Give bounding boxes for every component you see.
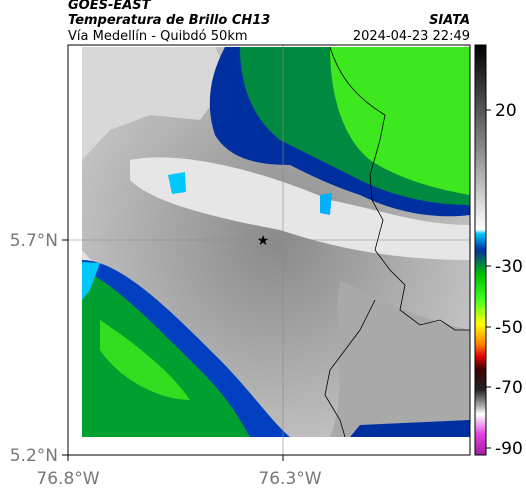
colorbar-label: -70 xyxy=(495,378,523,398)
lat-label: 5.2°N xyxy=(10,446,58,466)
colorbar-label: 20 xyxy=(495,101,517,121)
title: GOES-EAST xyxy=(68,0,152,13)
agency: SIATA xyxy=(429,13,470,28)
subtitle: Temperatura de Brillo CH13 xyxy=(68,13,270,28)
map-frame xyxy=(67,44,471,456)
station-marker: ★ xyxy=(257,233,270,249)
timestamp: 2024-04-23 22:49 xyxy=(353,29,470,44)
colorbar xyxy=(474,44,487,456)
satellite-image xyxy=(82,47,470,437)
colorbar-label: -90 xyxy=(495,439,523,459)
border-line xyxy=(324,46,470,438)
lon-label: 76.8°W xyxy=(36,469,99,489)
colorbar-label: -30 xyxy=(495,257,523,277)
lat-label: 5.7°N xyxy=(10,231,58,251)
colorbar-label: -50 xyxy=(495,318,523,338)
location: Vía Medellín - Quibdó 50km xyxy=(68,29,248,44)
colorbar-ticks: 20 -30 -50 -70 -90 xyxy=(486,101,523,459)
lon-label: 76.3°W xyxy=(258,469,321,489)
